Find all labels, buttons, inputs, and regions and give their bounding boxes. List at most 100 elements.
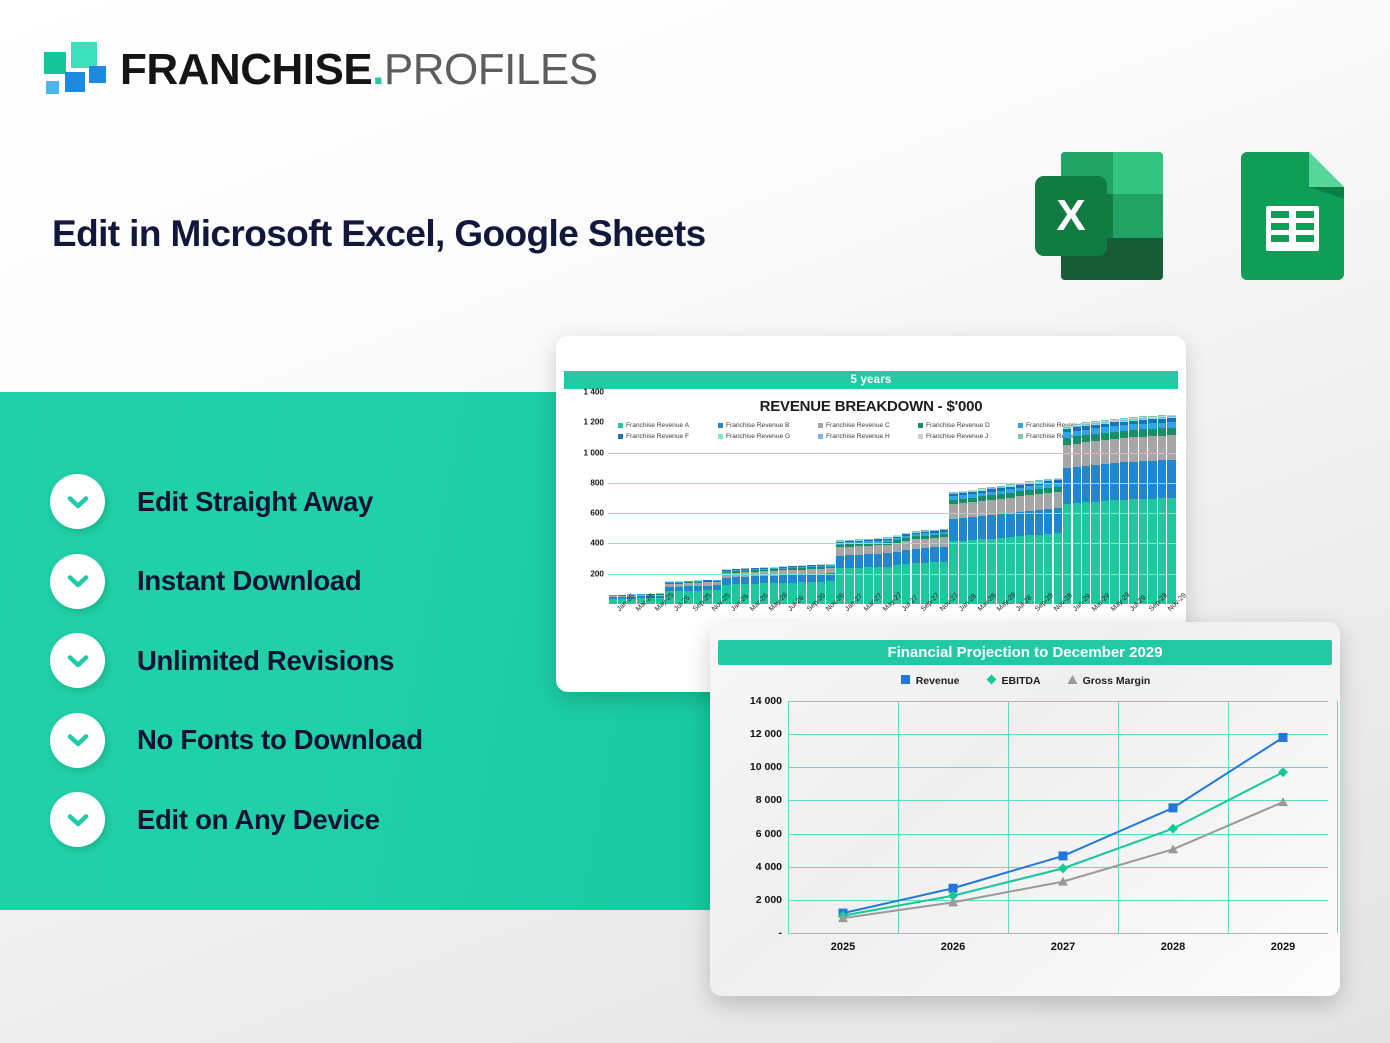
bar-segment: [1063, 432, 1072, 438]
bar-segment: [987, 488, 996, 489]
bar-segment: [1081, 442, 1091, 466]
bar-segment: [1072, 436, 1081, 444]
bar-segment: [1148, 419, 1157, 424]
line-legend-marker: [986, 674, 997, 688]
bar-segment: [788, 574, 797, 583]
bar-segment: [1025, 535, 1034, 604]
bar-segment: [1034, 493, 1044, 510]
line-data-point: [1168, 844, 1178, 854]
bar-segment: [1015, 511, 1025, 537]
legend-swatch: [618, 434, 623, 439]
line-gridline-h: [788, 701, 1328, 702]
bar-segment: [1110, 418, 1119, 420]
bar-column: [883, 537, 892, 604]
logo-squares-icon: [44, 42, 106, 98]
financial-projection-chart-card: Financial Projection to December 2029 Re…: [710, 622, 1340, 996]
bar-segment: [816, 573, 826, 582]
line-chart-plot-area: -2 000 4 000 6 000 8 000 10 000 12 000 14 000 …: [720, 695, 1338, 961]
feature-item-0: Edit Straight Away: [50, 462, 610, 542]
bar-segment: [665, 583, 674, 587]
bar-segment: [930, 562, 939, 604]
legend-item-1: Franchise Revenue B: [718, 422, 818, 429]
legend-label: Franchise Revenue H: [826, 433, 890, 440]
bar-segment: [674, 582, 684, 584]
bar-segment: [646, 594, 655, 597]
bar-segment: [1138, 461, 1148, 499]
legend-item-4: Franchise Revenue E: [1018, 422, 1118, 429]
app-icons-group: X: [1035, 152, 1344, 280]
line-x-axis: 2025 2026 2027 2028 2029: [788, 941, 1328, 961]
chevron-down-icon: [50, 792, 105, 848]
bar-segment: [1110, 500, 1119, 604]
feature-label: Instant Download: [137, 565, 362, 597]
bar-segment: [996, 487, 1006, 488]
line-gridline-h: [788, 734, 1328, 736]
bar-segment: [1063, 428, 1072, 429]
bar-segment: [665, 582, 674, 583]
bar-segment: [1006, 485, 1015, 487]
bar-segment: [987, 489, 996, 492]
bar-segment: [1110, 419, 1119, 421]
bar-segment: [731, 570, 741, 572]
bar-segment: [646, 596, 655, 599]
chevron-down-icon: [50, 553, 105, 609]
bar-segment: [1025, 510, 1034, 536]
line-data-point: [1168, 823, 1178, 834]
bar-segment: [684, 586, 693, 591]
bar-segment: [703, 581, 712, 583]
bar-segment: [930, 547, 939, 563]
bar-segment: [1053, 486, 1062, 492]
bar-segment: [646, 598, 655, 604]
bar-segment: [1044, 508, 1053, 534]
bar-segment: [1138, 498, 1148, 604]
line-data-point: [1278, 797, 1288, 807]
bar-segment: [1034, 534, 1044, 604]
bar-segment: [674, 586, 684, 592]
microsoft-excel-icon: X: [1035, 152, 1163, 280]
bar-segment: [873, 553, 883, 568]
chart-legend: Franchise Revenue A Franchise Revenue B Fr…: [618, 422, 1118, 440]
bar-segment: [741, 570, 750, 573]
bar-segment: [968, 490, 977, 492]
bar-segment: [1138, 417, 1148, 419]
bar-segment: [693, 581, 703, 583]
line-data-point: [1058, 863, 1068, 874]
bar-segment: [1044, 533, 1053, 604]
line-data-point: [948, 890, 958, 901]
bar-segment: [883, 538, 892, 541]
bar-segment: [1100, 423, 1110, 428]
bar-segment: [769, 570, 778, 576]
bar-segment: [703, 590, 712, 604]
bar-segment: [930, 537, 939, 548]
bar-segment: [1110, 463, 1119, 501]
bar-column: [1138, 416, 1148, 604]
bar-segment: [845, 546, 854, 556]
brand-logo: FRANCHISE.PROFILES: [44, 42, 598, 98]
bar-segment: [1034, 482, 1044, 486]
legend-item-3: Franchise Revenue D: [918, 422, 1018, 429]
bar-segment: [1167, 459, 1176, 498]
bar-segment: [826, 581, 835, 604]
bar-column: [958, 490, 968, 604]
bar-segment: [1015, 491, 1025, 497]
bar-segment: [636, 598, 646, 604]
bar-segment: [1138, 423, 1148, 430]
bar-segment: [1148, 415, 1157, 417]
bar-segment: [921, 533, 930, 536]
bar-segment: [1081, 429, 1091, 436]
bar-column: [1034, 480, 1044, 604]
bar-segment: [958, 491, 968, 492]
line-legend-marker: [900, 674, 911, 688]
feature-list: Edit Straight Away Instant Download Unlimi…: [50, 462, 610, 860]
bar-segment: [1148, 460, 1157, 499]
line-x-tick-label: 2026: [940, 941, 966, 953]
bar-segment: [1025, 481, 1034, 482]
line-x-tick-label: 2025: [830, 941, 856, 953]
bar-segment: [968, 497, 977, 503]
bar-segment: [1053, 479, 1062, 480]
line-y-tick-label: 12 000: [749, 728, 782, 741]
bar-segment: [1110, 439, 1119, 464]
line-chart-card-banner: Financial Projection to December 2029: [718, 640, 1332, 665]
bar-segment: [996, 537, 1006, 604]
bar-segment: [665, 582, 674, 584]
